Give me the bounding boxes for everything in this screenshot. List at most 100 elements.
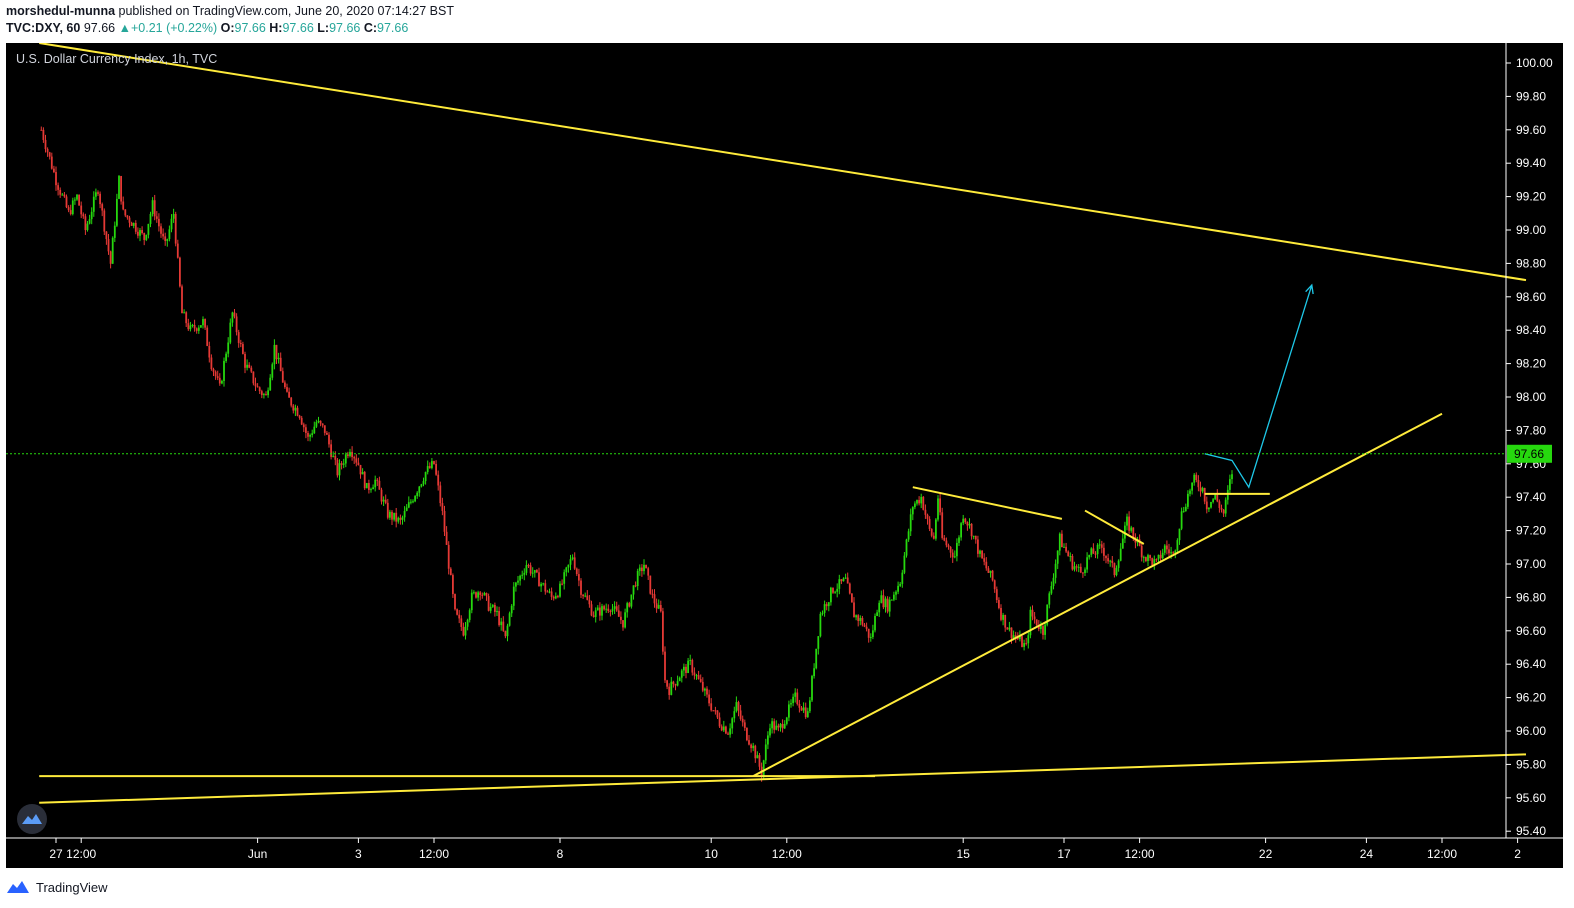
candle-body [893, 594, 895, 600]
candle-body [989, 570, 992, 573]
candle-body [288, 391, 290, 398]
candle-body [151, 200, 154, 215]
candle-body [418, 486, 421, 493]
candle-body [1195, 474, 1198, 481]
candle-body [187, 323, 190, 330]
candle-body [458, 614, 461, 619]
candle-body [773, 721, 776, 730]
candle-body [1126, 516, 1128, 526]
candle-body [634, 585, 637, 587]
candle-body [1071, 556, 1074, 570]
candle-body [384, 499, 387, 503]
candle-body [307, 432, 309, 437]
candle-body [485, 593, 488, 597]
open-label: O: [220, 21, 235, 35]
candle-body [813, 668, 815, 677]
candle-body [265, 394, 267, 396]
candle-body [1168, 549, 1170, 554]
chart-panel[interactable]: 100.00 99.80 99.60 99.40 99.20 99.00 98.80 98.6… [6, 43, 1563, 868]
candle-body [861, 617, 864, 625]
candle-body [1229, 479, 1231, 490]
candle-body [311, 433, 314, 435]
candle-body [729, 728, 731, 735]
y-tick-label: 100.00 [1516, 56, 1553, 70]
candle-body [313, 426, 316, 434]
candle-body [237, 332, 240, 343]
footer-brand[interactable]: TradingView [36, 879, 108, 895]
candle-body [473, 592, 475, 594]
candle-body [876, 612, 878, 616]
candle-body [332, 455, 335, 457]
candle-body [979, 550, 981, 554]
candle-body [859, 617, 862, 621]
publish-info: morshedul-munna published on TradingView… [6, 4, 454, 18]
candle-body [548, 591, 551, 593]
y-tick-label: 96.20 [1516, 691, 1546, 705]
candle-body [1201, 488, 1204, 492]
candle-body [1021, 636, 1023, 647]
candle-body [357, 462, 360, 466]
candle-body [504, 630, 507, 637]
price-chart[interactable]: 100.00 99.80 99.60 99.40 99.20 99.00 98.80 98.6… [6, 43, 1563, 868]
candle-body [1128, 516, 1130, 531]
candle-body [806, 711, 809, 718]
candle-body [481, 594, 484, 596]
x-tick-label: 12:00 [772, 847, 802, 861]
candle-body [966, 522, 969, 526]
candle-body [397, 517, 400, 522]
candle-body [909, 514, 912, 532]
y-tick-label: 96.40 [1516, 657, 1546, 671]
candle-body [1187, 493, 1189, 507]
candle-body [580, 580, 582, 595]
candle-body [176, 243, 179, 258]
candle-body [286, 387, 288, 392]
candle-body [935, 519, 937, 539]
candle-body [687, 660, 689, 673]
candle-body [460, 618, 463, 627]
y-tick-label: 96.60 [1516, 624, 1546, 638]
candle-body [1103, 547, 1105, 556]
candle-body [1189, 490, 1191, 494]
candle-body [263, 394, 265, 396]
author-name[interactable]: morshedul-munna [6, 4, 116, 18]
x-tick-label: 15 [957, 847, 971, 861]
candle-body [825, 604, 828, 607]
candle-body [239, 342, 242, 345]
candle-body [739, 710, 742, 719]
candle-body [145, 234, 148, 240]
candle-body [227, 342, 230, 354]
candle-body [867, 628, 870, 638]
candle-body [804, 707, 807, 718]
candle-body [628, 603, 631, 607]
candle-body [252, 371, 255, 384]
candle-body [48, 152, 51, 157]
candle-body [995, 589, 998, 601]
candle-body [294, 407, 297, 411]
candle-body [987, 568, 990, 573]
candle-body [74, 199, 76, 201]
candle-body [953, 556, 956, 558]
candle-body [712, 710, 715, 712]
candle-body [725, 726, 727, 734]
candle-body [1170, 552, 1172, 554]
candle-body [878, 602, 881, 613]
candle-body [105, 231, 108, 240]
candle-body [779, 723, 782, 728]
candle-body [664, 651, 666, 681]
candle-body [1084, 569, 1086, 573]
low-value: 97.66 [329, 21, 361, 35]
candle-body [315, 422, 318, 427]
candle-body [370, 489, 372, 491]
candle-body [1002, 614, 1004, 620]
candle-body [788, 704, 790, 718]
candle-body [321, 423, 324, 426]
candle-body [922, 496, 925, 510]
candle-body [594, 610, 597, 617]
candle-body [414, 496, 416, 502]
candle-body [819, 613, 822, 637]
candle-body [550, 591, 553, 597]
candle-body [962, 518, 965, 524]
candle-body [758, 755, 761, 767]
candle-body [1161, 552, 1164, 559]
candle-body [949, 546, 952, 553]
